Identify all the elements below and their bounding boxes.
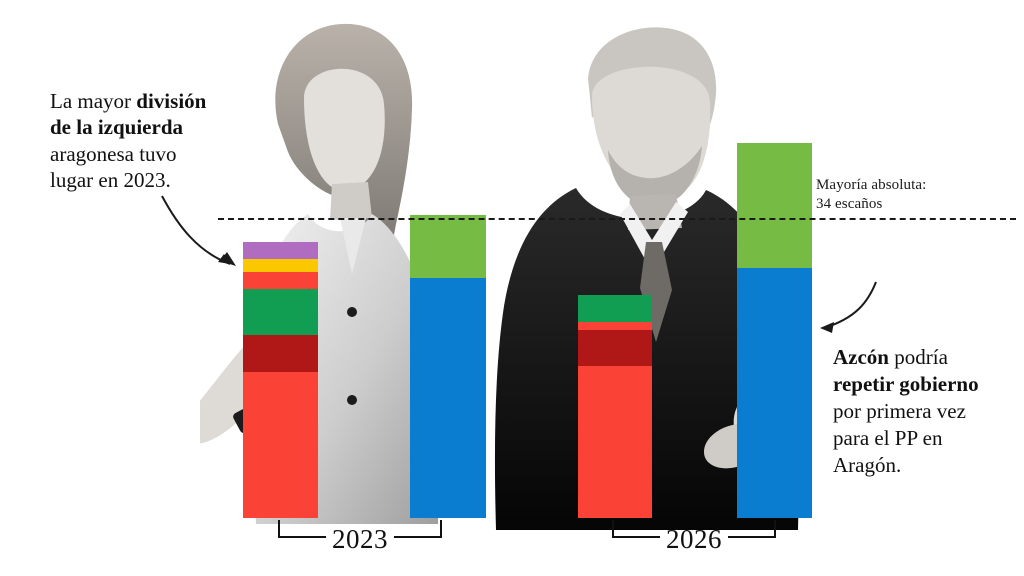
- majority-reference-line: [218, 218, 1016, 220]
- segment-pp: [410, 278, 486, 518]
- segment-green-dark: [243, 289, 318, 335]
- axis-label-2023: 2023: [332, 524, 388, 554]
- anno-right-p3: para el PP en: [833, 425, 943, 450]
- segment-psoe: [243, 372, 318, 518]
- anno-left-l4: lugar en 2023.: [50, 168, 171, 193]
- majority-label-line1: Mayoría absoluta:: [816, 177, 927, 193]
- majority-label: Mayoría absoluta: 34 escaños: [816, 176, 1016, 214]
- bar-derecha-2026[interactable]: [737, 143, 812, 518]
- bar-derecha-2023[interactable]: [410, 215, 486, 518]
- segment-green-dark: [578, 295, 652, 322]
- anno-right-b2: repetir gobierno: [833, 371, 979, 396]
- bar-izquierda-2026[interactable]: [578, 295, 652, 518]
- anno-left-l3: aragonesa tuvo: [50, 141, 177, 166]
- axis-group-2026: 2026: [612, 520, 776, 566]
- segment-vox: [737, 143, 812, 268]
- segment-psoe: [578, 366, 652, 518]
- bar-group-2023: [243, 215, 486, 518]
- annotation-right-text: Azcón podría repetir gobierno por primer…: [833, 344, 1023, 478]
- anno-left-l2: de la izquierda: [50, 115, 184, 140]
- majority-label-line2: 34 escaños: [816, 195, 883, 212]
- anno-right-b1: Azcón: [833, 345, 889, 369]
- segment-coral-strip: [243, 272, 318, 289]
- anno-left-l1b: división: [136, 89, 207, 113]
- segment-purple: [243, 242, 318, 259]
- axis-bracket: [278, 520, 442, 538]
- axis-bracket: [612, 520, 776, 538]
- bar-group-2026: [578, 143, 812, 518]
- segment-pp: [737, 268, 812, 518]
- annotation-left-text: La mayor división de la izquierda aragon…: [50, 88, 265, 194]
- segment-yellow: [243, 259, 318, 272]
- segment-coral-strip: [578, 322, 652, 330]
- segment-vox: [410, 215, 486, 278]
- axis-label-2026: 2026: [666, 524, 722, 554]
- bar-izquierda-2023[interactable]: [243, 242, 318, 518]
- segment-dark-red: [243, 335, 318, 372]
- anno-right-p1: podría: [889, 345, 948, 369]
- anno-left-l1a: La mayor: [50, 89, 137, 113]
- anno-right-p4: Aragón.: [833, 452, 902, 477]
- segment-dark-red: [578, 330, 652, 366]
- anno-right-p2: por primera vez: [833, 398, 966, 423]
- axis-group-2023: 2023: [278, 520, 442, 566]
